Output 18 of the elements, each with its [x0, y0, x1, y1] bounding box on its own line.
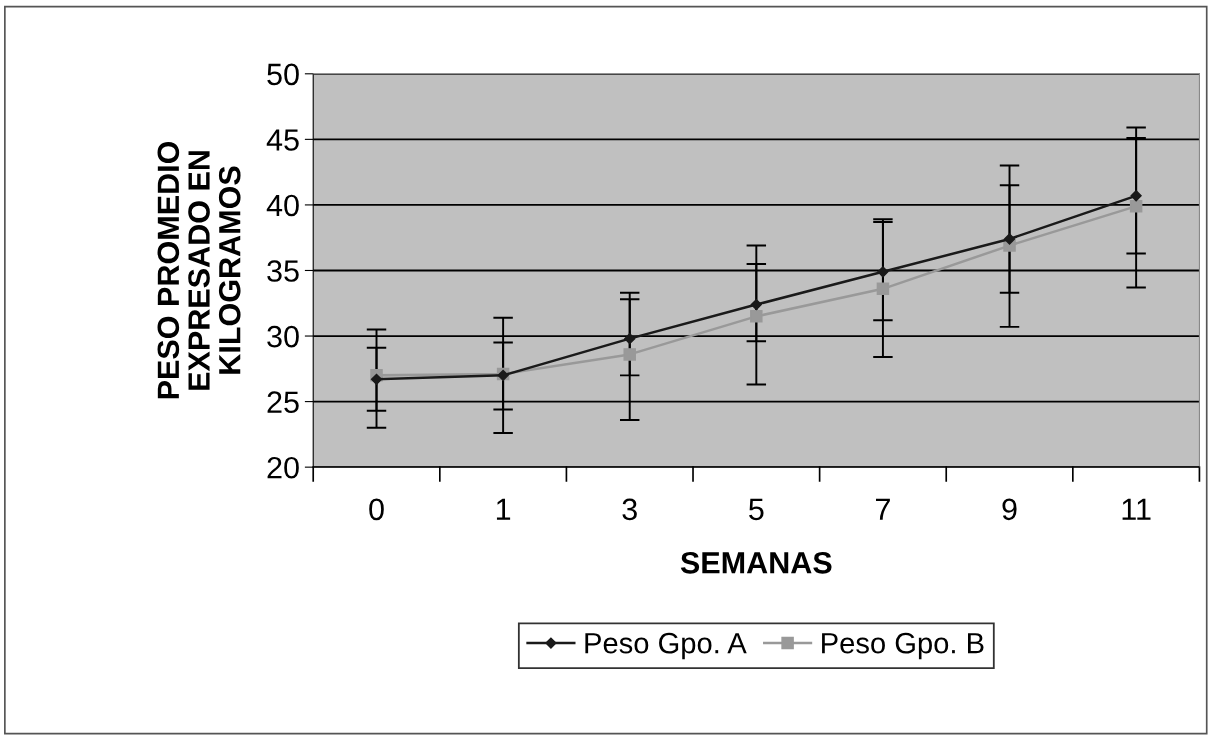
x-tick-label: 3	[622, 498, 637, 521]
y-tick-label: 40	[266, 194, 299, 217]
legend-label: Peso Gpo. B	[822, 632, 984, 660]
y-tick-label: 25	[267, 391, 299, 413]
x-tick-label: 0	[369, 498, 384, 521]
x-tick-label: 5	[749, 498, 764, 521]
y-tick-label: 35	[267, 260, 299, 282]
y-axis-title: PESO PROMEDIO EXPRESADO EN KILOGRAMOS	[157, 141, 241, 399]
x-tick-label: 9	[1002, 498, 1017, 521]
x-tick-label: 11	[1122, 498, 1151, 520]
x-tick-label: 7	[875, 498, 890, 520]
x-tick-label: 1	[496, 498, 511, 520]
y-tick-label: 50	[267, 63, 299, 86]
legend-label: Peso Gpo. A	[585, 632, 747, 660]
y-tick-label: 20	[267, 456, 299, 479]
y-tick-label: 30	[267, 325, 299, 348]
x-axis-title: SEMANAS	[680, 552, 832, 574]
y-tick-label: 45	[266, 129, 299, 151]
